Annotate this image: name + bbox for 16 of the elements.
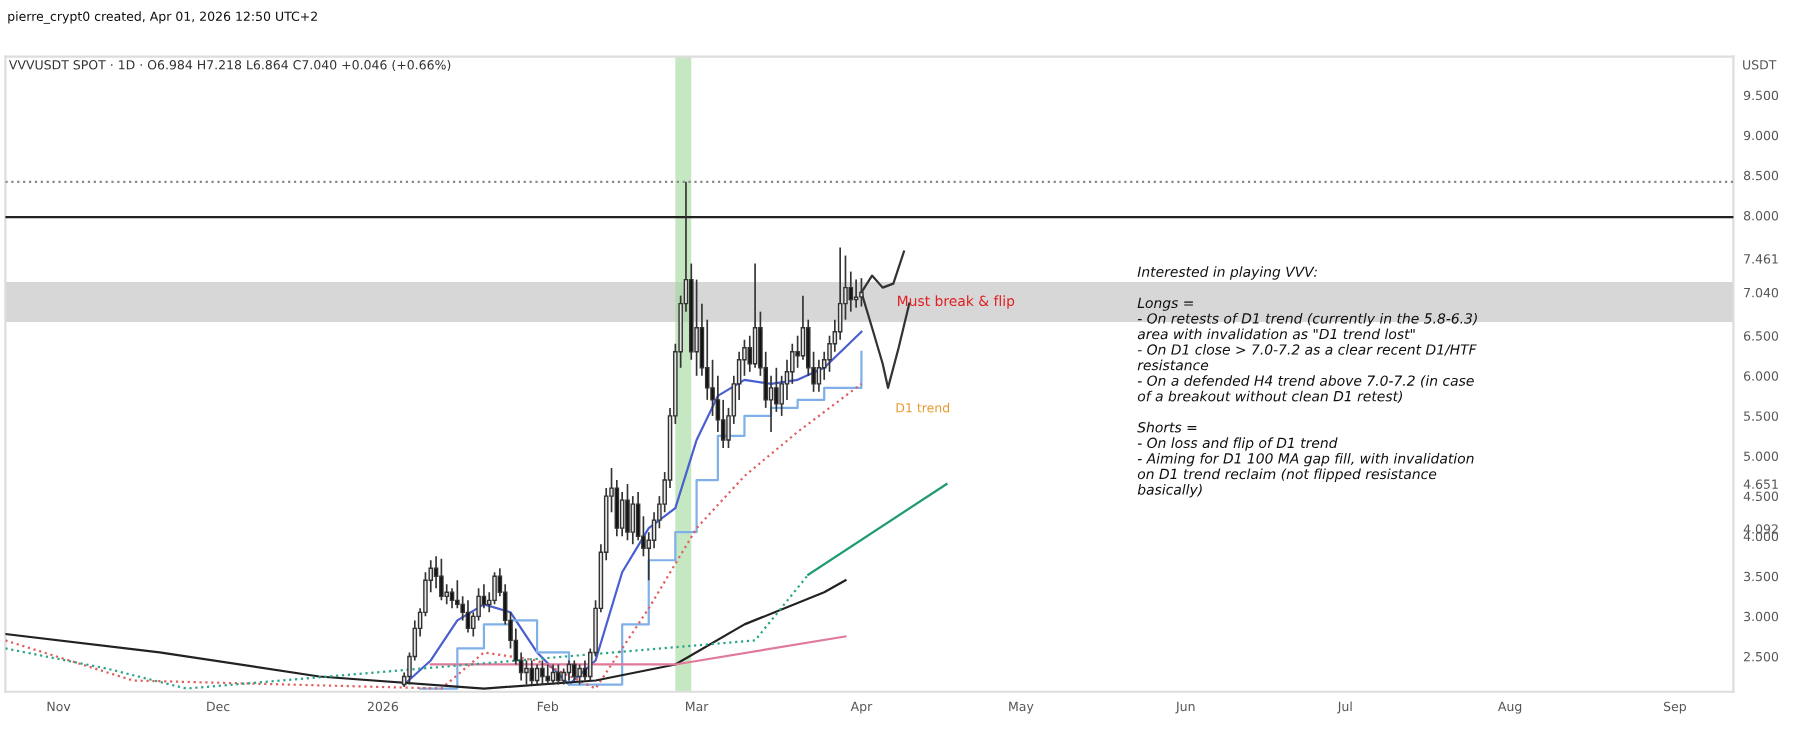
candlestick bbox=[529, 659, 535, 686]
line-series bbox=[5, 382, 863, 690]
candlestick bbox=[439, 557, 444, 602]
candlestick bbox=[625, 483, 630, 542]
candlestick bbox=[540, 659, 545, 686]
candlestick bbox=[630, 495, 636, 546]
candlestick bbox=[577, 663, 582, 686]
candlestick bbox=[572, 659, 577, 682]
candlestick bbox=[545, 663, 551, 686]
candlestick bbox=[795, 334, 800, 369]
candlestick bbox=[492, 571, 497, 606]
candlestick bbox=[524, 659, 529, 686]
candlestick bbox=[816, 358, 822, 393]
candlestick bbox=[694, 278, 699, 377]
candlestick bbox=[556, 663, 561, 686]
candlestick bbox=[444, 583, 449, 606]
